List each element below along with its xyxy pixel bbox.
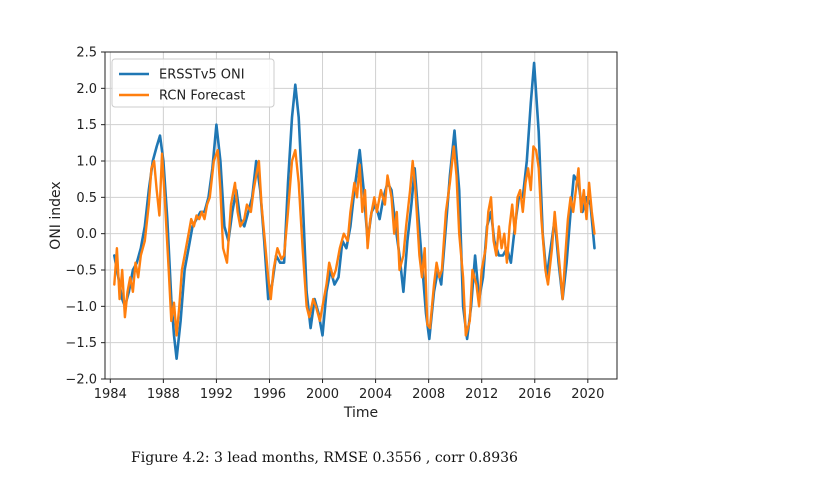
y-tick-label: −1.5 [65, 336, 97, 351]
x-tick-label: 1992 [200, 387, 233, 402]
y-tick-label: 2.0 [76, 82, 97, 97]
x-tick-label: 1996 [253, 387, 286, 402]
oni-chart: −2.0 −1.5 −1.0 −0.5 0.0 0.5 1.0 1.5 2.0 2.5 1984 19… [48, 46, 618, 421]
y-tick-label: −1.0 [65, 300, 97, 315]
x-axis-label: Time [343, 405, 378, 421]
figure-caption: Figure 4.2: 3 lead months, RMSE 0.3556 ,… [131, 450, 518, 466]
x-tick-label: 2000 [306, 387, 339, 402]
y-tick-label: −2.0 [65, 373, 97, 388]
x-tick-label: 2012 [465, 387, 498, 402]
plot-frame [104, 51, 618, 380]
y-tick-label: 2.5 [76, 46, 97, 61]
series-group [113, 61, 596, 360]
x-tick-label: 1988 [147, 387, 180, 402]
series-line-0 [113, 61, 596, 360]
legend-box [111, 58, 275, 108]
x-tick-label: 1984 [94, 387, 127, 402]
x-tick-label: 2020 [571, 387, 604, 402]
legend-label-ersst: ERSSTv5 ONI [159, 68, 245, 83]
legend-label-rcn: RCN Forecast [159, 89, 245, 104]
y-tick-label: −0.5 [65, 264, 97, 279]
x-tick-label: 2004 [359, 387, 392, 402]
axis-ticks: −2.0 −1.5 −1.0 −0.5 0.0 0.5 1.0 1.5 2.0 2.5 1984 19… [65, 46, 604, 403]
y-tick-label: 0.5 [76, 191, 97, 206]
legend: ERSSTv5 ONI RCN Forecast [111, 58, 275, 108]
series-line-1 [113, 145, 596, 337]
y-axis-label: ONI index [48, 181, 64, 249]
x-tick-label: 2008 [412, 387, 445, 402]
x-tick-label: 2016 [518, 387, 551, 402]
y-tick-label: 1.0 [76, 155, 97, 170]
y-tick-label: 1.5 [76, 118, 97, 133]
y-tick-label: 0.0 [76, 227, 97, 242]
